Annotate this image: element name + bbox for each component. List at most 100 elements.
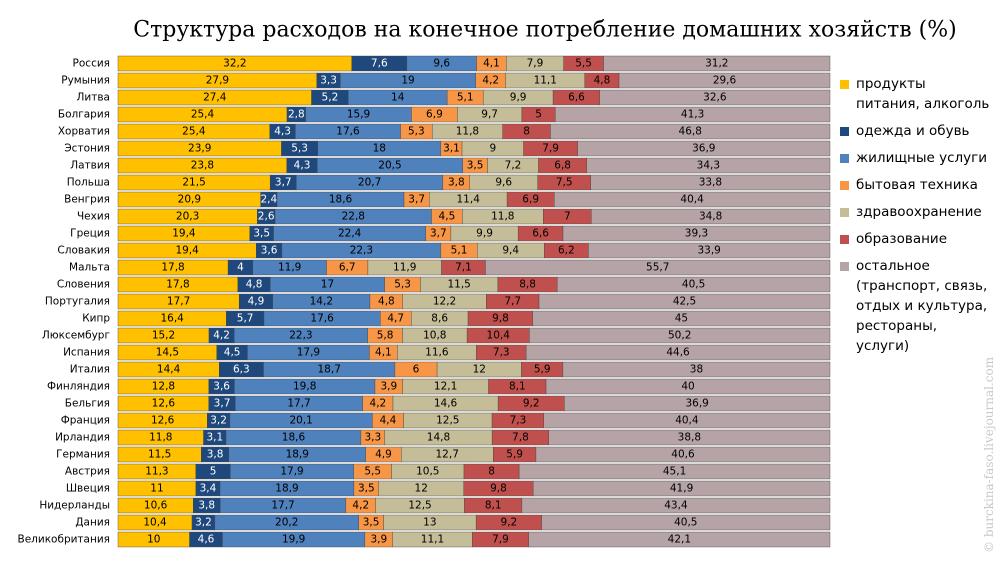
data-label: 14 bbox=[391, 92, 405, 104]
y-tick-label: Нидерланды bbox=[39, 500, 110, 512]
y-tick-label: Россия bbox=[73, 58, 110, 70]
data-label: 7,2 bbox=[505, 160, 522, 172]
data-label: 40,5 bbox=[682, 279, 705, 291]
data-label: 9,2 bbox=[523, 398, 540, 410]
y-tick-label: Мальта bbox=[69, 262, 110, 274]
data-label: 4,6 bbox=[198, 534, 215, 546]
y-tick-label: Португалия bbox=[45, 296, 110, 308]
legend: продукты питания, алкоголь одежда и обувь… bbox=[840, 74, 990, 363]
data-label: 12 bbox=[415, 483, 428, 495]
data-label: 34,8 bbox=[699, 211, 722, 223]
data-label: 9,6 bbox=[495, 177, 512, 189]
data-label: 38 bbox=[690, 364, 703, 376]
data-label: 11,8 bbox=[491, 211, 514, 223]
data-label: 40,5 bbox=[674, 517, 697, 529]
data-label: 11 bbox=[150, 483, 163, 495]
data-label: 11,8 bbox=[149, 432, 172, 444]
data-label: 23,9 bbox=[188, 143, 211, 155]
data-label: 10,4 bbox=[487, 330, 511, 342]
bar-segment bbox=[518, 463, 831, 480]
data-label: 11,1 bbox=[534, 75, 557, 87]
bar-segment bbox=[541, 514, 831, 531]
data-label: 19,9 bbox=[282, 534, 305, 546]
data-label: 14,2 bbox=[310, 296, 333, 308]
data-label: 4,9 bbox=[248, 296, 265, 308]
data-label: 41,3 bbox=[681, 109, 704, 121]
data-label: 29,6 bbox=[713, 75, 737, 87]
data-label: 42,5 bbox=[673, 296, 696, 308]
y-tick-label: Греция bbox=[70, 228, 110, 240]
data-label: 11,6 bbox=[425, 347, 449, 359]
bar-segment bbox=[545, 378, 831, 395]
bar-segment bbox=[528, 531, 831, 548]
data-label: 3,6 bbox=[213, 381, 230, 393]
y-tick-label: Чехия bbox=[77, 211, 110, 223]
data-label: 20,5 bbox=[378, 160, 401, 172]
data-label: 3,6 bbox=[261, 245, 278, 257]
data-label: 9,9 bbox=[476, 228, 493, 240]
y-tick-label: Словения bbox=[57, 279, 110, 291]
data-label: 4,1 bbox=[483, 58, 500, 70]
data-label: 34,3 bbox=[697, 160, 720, 172]
data-label: 22,3 bbox=[289, 330, 312, 342]
data-label: 17 bbox=[321, 279, 334, 291]
data-label: 12,2 bbox=[433, 296, 456, 308]
data-label: 9 bbox=[489, 143, 496, 155]
data-label: 4,3 bbox=[274, 126, 291, 138]
data-label: 5,3 bbox=[394, 279, 411, 291]
data-label: 3,3 bbox=[365, 432, 382, 444]
data-label: 6,9 bbox=[522, 194, 539, 206]
legend-label: продукты питания, алкоголь bbox=[856, 76, 990, 112]
data-label: 5 bbox=[535, 109, 542, 121]
bar-segment bbox=[554, 106, 831, 123]
bar-segment bbox=[485, 259, 831, 276]
data-label: 7,9 bbox=[492, 534, 509, 546]
data-label: 36,9 bbox=[685, 398, 708, 410]
data-label: 16,4 bbox=[160, 313, 184, 325]
data-label: 17,9 bbox=[297, 347, 320, 359]
data-label: 3,8 bbox=[207, 449, 224, 461]
data-label: 33,8 bbox=[699, 177, 722, 189]
bar-segment bbox=[586, 157, 831, 174]
data-label: 6,9 bbox=[426, 109, 443, 121]
y-tick-label: Финляндия bbox=[47, 381, 110, 393]
data-label: 6 bbox=[413, 364, 420, 376]
data-label: 10,5 bbox=[416, 466, 439, 478]
data-label: 4,2 bbox=[352, 500, 369, 512]
data-label: 9,2 bbox=[501, 517, 518, 529]
data-label: 20,1 bbox=[289, 415, 312, 427]
data-label: 8,1 bbox=[509, 381, 526, 393]
data-label: 21,5 bbox=[182, 177, 205, 189]
data-label: 40,4 bbox=[680, 194, 704, 206]
y-tick-label: Латвия bbox=[70, 160, 110, 172]
data-label: 2,4 bbox=[261, 194, 278, 206]
data-label: 18,9 bbox=[275, 483, 298, 495]
data-label: 20,2 bbox=[275, 517, 298, 529]
bar-segment bbox=[590, 174, 831, 191]
data-label: 55,7 bbox=[646, 262, 669, 274]
data-label: 7,7 bbox=[504, 296, 521, 308]
data-label: 11,5 bbox=[148, 449, 171, 461]
bar-segment bbox=[591, 208, 831, 225]
data-label: 7,6 bbox=[371, 58, 388, 70]
data-label: 20,3 bbox=[176, 211, 199, 223]
data-label: 13 bbox=[423, 517, 436, 529]
watermark: © burckina-faso.livejournal.com bbox=[982, 356, 996, 553]
legend-label: одежда и обувь bbox=[856, 123, 970, 139]
data-label: 14,6 bbox=[434, 398, 458, 410]
data-label: 19,8 bbox=[293, 381, 316, 393]
legend-item: одежда и обувь bbox=[840, 121, 990, 141]
data-label: 5,9 bbox=[534, 364, 551, 376]
bar-segment bbox=[521, 497, 831, 514]
data-label: 6,7 bbox=[339, 262, 356, 274]
data-label: 41,9 bbox=[670, 483, 693, 495]
data-label: 5,3 bbox=[408, 126, 425, 138]
chart-title: Структура расходов на конечное потреблен… bbox=[133, 18, 956, 43]
data-label: 7,3 bbox=[493, 347, 510, 359]
data-label: 18 bbox=[373, 143, 386, 155]
y-tick-label: Венгрия bbox=[64, 194, 110, 206]
data-label: 3,4 bbox=[200, 483, 217, 495]
data-label: 3,9 bbox=[370, 534, 387, 546]
data-label: 31,2 bbox=[705, 58, 728, 70]
